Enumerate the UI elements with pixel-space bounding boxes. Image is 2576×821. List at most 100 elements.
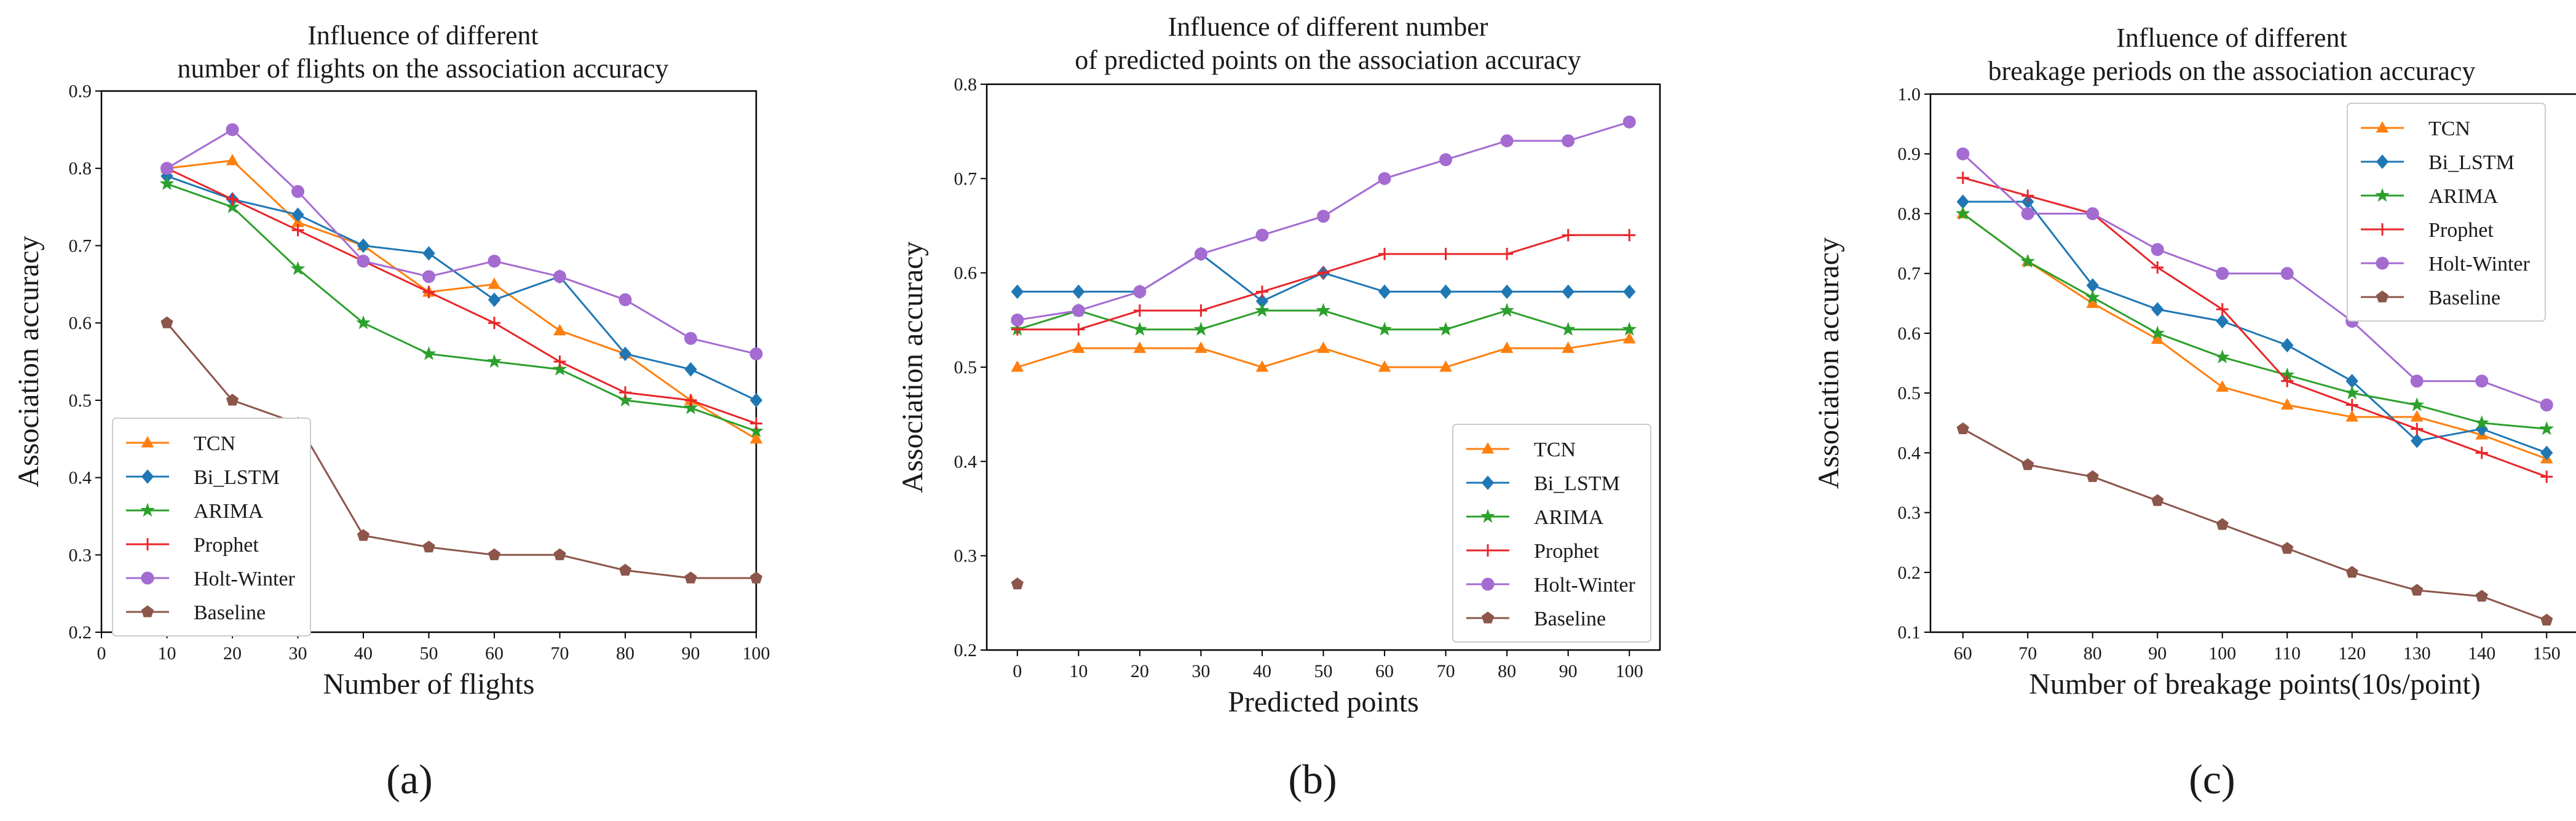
data-point-arima xyxy=(2150,325,2165,339)
data-point-bi-lstm xyxy=(422,246,435,261)
data-point-tcn xyxy=(1439,360,1452,372)
legend-label-arima: ARIMA xyxy=(194,500,264,523)
data-point-holt-winter xyxy=(357,255,370,268)
data-point-tcn xyxy=(1378,360,1391,372)
legend-marker-tcn xyxy=(1481,442,1495,454)
data-point-bi-lstm xyxy=(1439,284,1452,299)
data-point-holt-winter xyxy=(1255,228,1269,242)
data-point-arima xyxy=(2474,415,2489,429)
series-baseline xyxy=(1011,577,1024,590)
data-point-bi-lstm xyxy=(1623,284,1636,299)
data-point-prophet xyxy=(1317,266,1330,279)
data-point-bi-lstm xyxy=(749,393,763,408)
legend-label-holt-winter: Holt-Winter xyxy=(2428,253,2530,276)
data-point-tcn xyxy=(1255,360,1269,372)
legend-marker-bi-lstm xyxy=(1481,475,1495,490)
data-point-prophet xyxy=(2540,470,2553,483)
data-point-baseline xyxy=(2281,542,2294,554)
legend-marker-arima xyxy=(140,502,155,517)
data-point-prophet xyxy=(2345,399,2358,411)
data-point-bi-lstm xyxy=(2475,421,2488,437)
legend-label-tcn: TCN xyxy=(1534,438,1576,461)
data-point-baseline xyxy=(1956,422,1969,435)
data-point-holt-winter xyxy=(2216,267,2229,280)
series-baseline xyxy=(1956,422,2553,626)
data-point-tcn xyxy=(1072,341,1085,353)
legend-marker-holt-winter xyxy=(2376,256,2389,270)
data-point-holt-winter xyxy=(1072,304,1085,317)
series-tcn xyxy=(160,154,763,444)
y-tick-label: 0.9 xyxy=(69,81,92,101)
data-point-arima xyxy=(1438,322,1453,336)
plot-frame xyxy=(1929,93,2576,633)
y-tick-label: 0.6 xyxy=(69,313,92,333)
data-point-prophet xyxy=(2475,446,2488,459)
data-point-prophet xyxy=(1133,304,1146,317)
chart-title-line: Influence of different xyxy=(307,20,538,50)
data-point-baseline xyxy=(2021,458,2034,470)
legend-marker-baseline xyxy=(2376,290,2389,303)
y-axis-label: Association accuracy xyxy=(896,241,929,493)
data-point-arima xyxy=(618,392,633,407)
data-point-prophet xyxy=(553,355,566,368)
chart-title-line: Influence of different xyxy=(2116,23,2347,53)
legend-marker-arima xyxy=(1480,509,1495,523)
x-axis-label: Number of breakage points(10s/point) xyxy=(2029,668,2480,700)
data-point-tcn xyxy=(2410,410,2424,422)
data-point-tcn xyxy=(1195,341,1207,353)
legend-marker-tcn xyxy=(141,435,154,448)
x-tick-label: 100 xyxy=(743,643,770,664)
series-tcn xyxy=(1011,331,1636,372)
data-point-bi-lstm xyxy=(2151,302,2164,317)
legend: TCN Bi_LSTM ARIMA Prophet Holt-Winter Baselin… xyxy=(2347,103,2546,322)
data-point-bi-lstm xyxy=(2216,314,2229,329)
x-tick-label: 50 xyxy=(420,643,438,664)
x-tick-label: 50 xyxy=(1314,661,1333,681)
legend-label-prophet: Prophet xyxy=(194,534,259,557)
data-point-bi-lstm xyxy=(1072,284,1085,299)
series-line-arima xyxy=(1962,213,2547,430)
y-tick-label: 1.0 xyxy=(1898,84,1921,105)
y-tick-label: 0.2 xyxy=(69,622,92,643)
data-point-holt-winter xyxy=(160,162,173,175)
data-point-arima xyxy=(1622,322,1637,336)
x-tick-label: 100 xyxy=(1616,661,1643,681)
x-tick-label: 110 xyxy=(2274,643,2301,664)
data-point-baseline xyxy=(422,541,435,553)
data-point-arima xyxy=(2214,349,2230,363)
series-arima xyxy=(1955,205,2554,435)
data-point-bi-lstm xyxy=(2540,445,2553,461)
x-tick-label: 40 xyxy=(354,643,373,664)
series-line-prophet xyxy=(166,167,757,425)
panel-label: (c) xyxy=(2189,756,2235,803)
y-tick-label: 0.2 xyxy=(1898,563,1921,583)
series-line-baseline xyxy=(166,322,756,579)
data-point-tcn xyxy=(226,154,239,165)
data-point-holt-winter xyxy=(1562,134,1575,148)
x-tick-label: 90 xyxy=(682,643,700,664)
data-point-tcn xyxy=(1562,341,1575,353)
x-tick-label: 80 xyxy=(616,643,634,664)
data-point-baseline xyxy=(2151,494,2164,506)
y-tick-label: 0.8 xyxy=(954,74,978,95)
legend-label-baseline: Baseline xyxy=(2428,287,2500,309)
y-axis-label: Association accuracy xyxy=(12,236,45,487)
data-point-baseline xyxy=(684,571,697,584)
x-tick-label: 140 xyxy=(2468,643,2495,664)
y-tick-label: 0.5 xyxy=(69,391,92,411)
x-tick-label: 120 xyxy=(2338,643,2366,664)
series-bi-lstm xyxy=(1956,194,2553,461)
legend: TCN Bi_LSTM ARIMA Prophet Holt-Winter Baselin… xyxy=(1452,424,1651,643)
y-tick-label: 0.3 xyxy=(954,546,978,566)
data-point-holt-winter xyxy=(2151,243,2164,256)
data-point-prophet xyxy=(1501,248,1514,260)
series-prophet xyxy=(1011,229,1636,336)
x-tick-label: 60 xyxy=(1954,643,1972,664)
y-tick-label: 0.4 xyxy=(954,451,978,472)
data-point-arima xyxy=(1193,322,1209,336)
series-prophet xyxy=(160,162,762,430)
data-point-arima xyxy=(683,400,698,414)
data-point-prophet xyxy=(291,224,304,237)
data-point-holt-winter xyxy=(2086,207,2100,220)
